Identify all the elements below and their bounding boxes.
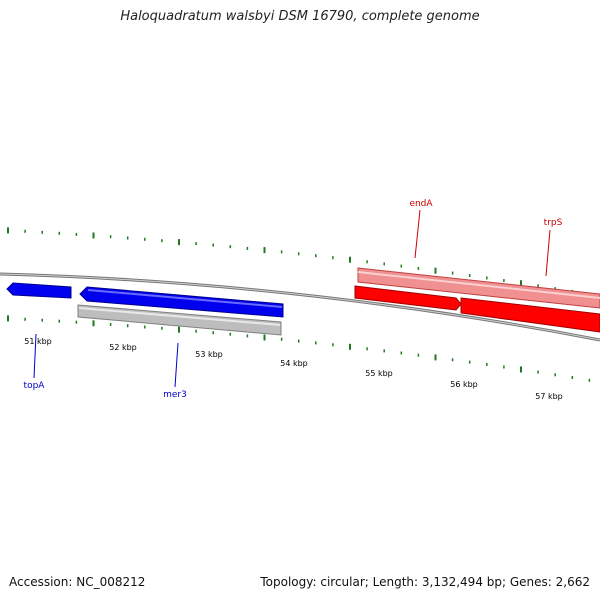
inner-tick-row (7, 315, 591, 382)
tick-label-51: 51 kbp (24, 337, 52, 346)
genome-summary-text: Topology: circular; Length: 3,132,494 bp… (260, 575, 590, 589)
gene-trpS[interactable] (460, 297, 600, 333)
accession-text: Accession: NC_008212 (9, 575, 146, 589)
tick-label-57: 57 kbp (535, 392, 563, 401)
genome-backbone-highlight (0, 273, 600, 341)
gene-label-topA: topA (24, 381, 46, 391)
tick-label-55: 55 kbp (365, 369, 393, 378)
gene-forward-1[interactable] (354, 285, 462, 311)
gene-topA[interactable] (6, 282, 72, 299)
tick-label-54: 54 kbp (280, 359, 308, 368)
tick-label-56: 56 kbp (450, 380, 478, 389)
tick-label-53: 53 kbp (195, 350, 223, 359)
gene-label-mer3: mer3 (163, 390, 187, 400)
gene-label-endA: endA (409, 199, 433, 209)
outer-tick-row (7, 227, 591, 296)
gene-label-trpS: trpS (544, 218, 563, 228)
map-title: Haloquadratum walsbyi DSM 16790, complet… (120, 9, 480, 24)
tick-label-52: 52 kbp (109, 343, 137, 352)
